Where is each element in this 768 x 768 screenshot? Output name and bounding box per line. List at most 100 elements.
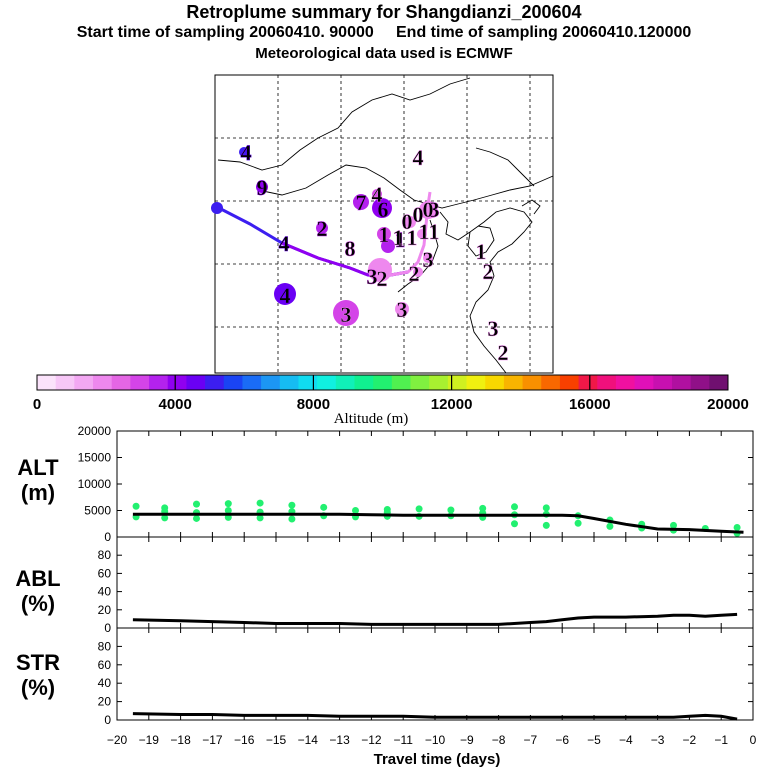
colorbar-swatch — [597, 375, 617, 390]
colorbar-frame — [36, 374, 729, 391]
map-cluster-label: 3 — [423, 247, 434, 272]
str-y-tick-label: 60 — [98, 658, 112, 672]
alt-scatter-point — [256, 499, 264, 507]
plume-cluster-dot — [256, 181, 268, 193]
colorbar-swatch — [223, 375, 243, 390]
map-cluster-label: 1 — [407, 225, 418, 250]
colorbar-swatch — [149, 375, 169, 390]
x-tick-label: −6 — [555, 733, 569, 747]
colorbar-swatch — [466, 375, 486, 390]
alt-scatter-point — [415, 505, 423, 513]
colorbar-tick-label: 20000 — [707, 396, 749, 413]
alt-scatter-point — [193, 500, 200, 508]
colorbar-swatch — [335, 375, 355, 390]
colorbar-swatch — [391, 375, 411, 390]
plume-cluster-dot — [211, 202, 223, 214]
time-series-panels: 0 5000 10000 15000 20000 0 20 40 60 80 0 20 40 60 80 −2… — [78, 424, 757, 747]
map-cluster-label: 1 — [379, 222, 390, 247]
colorbar-swatch — [167, 375, 187, 390]
map-cluster-label: 0 — [402, 209, 413, 234]
map-cluster-label: 1 — [395, 227, 406, 252]
map-coastline — [467, 225, 495, 257]
map-cluster-label: 2 — [483, 259, 494, 284]
x-tick-label: −18 — [170, 733, 191, 747]
colorbar-swatch — [261, 375, 281, 390]
plume-cluster-dot — [239, 147, 249, 157]
x-tick-label: −16 — [234, 733, 255, 747]
colorbar-swatch — [55, 375, 75, 390]
map-cluster-label: 4 — [241, 140, 252, 165]
alt-scatter-point — [193, 514, 200, 522]
chart-subtitle: Start time of sampling 20060410. 90000 E… — [76, 24, 692, 41]
alt-scatter-point — [320, 503, 328, 511]
str-y-tick-label: 0 — [104, 713, 111, 727]
x-tick-label: −3 — [651, 733, 665, 747]
alt-scatter-point — [574, 519, 582, 527]
plume-cluster-dot — [333, 300, 359, 326]
alt-unit: (m) — [21, 480, 55, 505]
colorbar-label: Altitude (m) — [334, 411, 409, 427]
x-tick-label: −17 — [202, 733, 223, 747]
x-axis-label: Travel time (days) — [374, 751, 501, 768]
map-cluster-label: 3 — [429, 197, 440, 222]
map-cluster-label: 3 — [341, 302, 352, 327]
colorbar-swatch — [205, 375, 225, 390]
colorbar-swatch — [279, 375, 299, 390]
plume-cluster-dot — [404, 216, 416, 228]
x-tick-label: −2 — [683, 733, 697, 747]
map-cluster-label: 1 — [476, 239, 487, 264]
alt-scatter-point — [511, 520, 518, 528]
map-coastline — [439, 207, 533, 374]
alt-y-tick-label: 0 — [104, 530, 111, 544]
x-tick-label: 0 — [750, 733, 757, 747]
map-frame — [214, 74, 554, 374]
x-tick-label: −19 — [139, 733, 160, 747]
colorbar-swatch — [37, 375, 57, 390]
x-tick-label: −14 — [298, 733, 319, 747]
colorbar-swatch — [186, 375, 206, 390]
plume-cluster-dot — [395, 302, 409, 316]
plume-cluster-dot — [413, 267, 423, 277]
alt-y-tick-label: 5000 — [84, 504, 111, 518]
x-tick-label: −10 — [425, 733, 446, 747]
map-coastline — [217, 77, 471, 171]
alt-y-tick-label: 15000 — [78, 451, 112, 465]
map-coastline — [475, 147, 535, 187]
abl-label: ABL — [15, 566, 60, 591]
alt-frame — [116, 430, 754, 538]
map-cluster-label: 3 — [367, 264, 378, 289]
plume-cluster-dot — [372, 189, 382, 199]
alt-scatter-point — [447, 506, 455, 514]
colorbar-swatch — [559, 375, 579, 390]
chart-title: Retroplume summary for Shangdianzi_20060… — [186, 2, 582, 22]
map-cluster-label: 1 — [429, 219, 440, 244]
str-label: STR — [16, 650, 60, 675]
colorbar-swatch — [317, 375, 337, 390]
abl-unit: (%) — [21, 591, 55, 616]
colorbar-swatch — [709, 375, 729, 390]
abl-frame — [116, 536, 754, 629]
alt-scatter-point — [542, 521, 550, 529]
x-tick-label: −15 — [266, 733, 287, 747]
colorbar-tick-label: 0 — [33, 396, 41, 413]
colorbar-swatch — [111, 375, 131, 390]
alt-scatter-point — [256, 514, 264, 522]
plume-cluster-dot — [381, 239, 395, 253]
alt-series-line — [132, 512, 744, 534]
colorbar-swatch — [130, 375, 150, 390]
abl-y-tick-label: 0 — [104, 621, 111, 635]
colorbar-swatch — [503, 375, 523, 390]
alt-scatter-point — [511, 503, 518, 511]
colorbar-tick-label: 16000 — [569, 396, 611, 413]
str-y-tick-label: 40 — [98, 676, 112, 690]
colorbar-tick-label: 8000 — [297, 396, 330, 413]
plume-cluster-dot — [316, 222, 328, 234]
plume-cluster-dot — [426, 206, 438, 218]
map-cluster-label: 2 — [409, 261, 420, 286]
alt-y-tick-label: 20000 — [78, 424, 112, 438]
plume-cluster-dot — [372, 198, 392, 218]
x-tick-label: −12 — [361, 733, 382, 747]
